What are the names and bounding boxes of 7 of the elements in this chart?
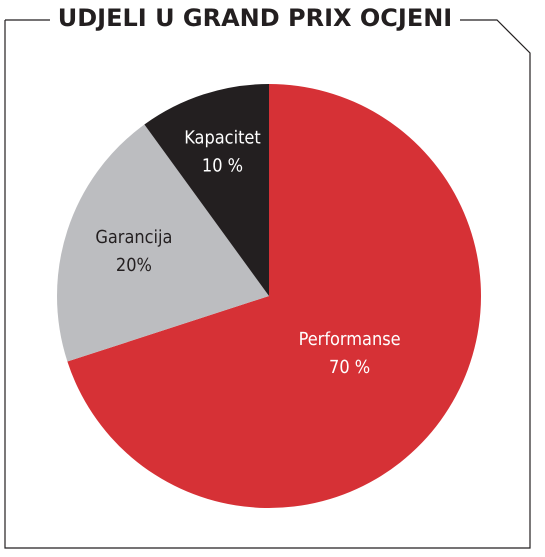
data-label: 10 % [202,156,244,177]
chart-title: UDJELI U GRAND PRIX OCJENI [50,4,460,32]
data-label: 20% [116,254,152,276]
slice-label: Kapacitet [184,128,261,149]
data-label: 70 % [329,357,370,378]
slice-label: Performanse [298,329,401,350]
slice-label: Garancija [95,226,172,248]
